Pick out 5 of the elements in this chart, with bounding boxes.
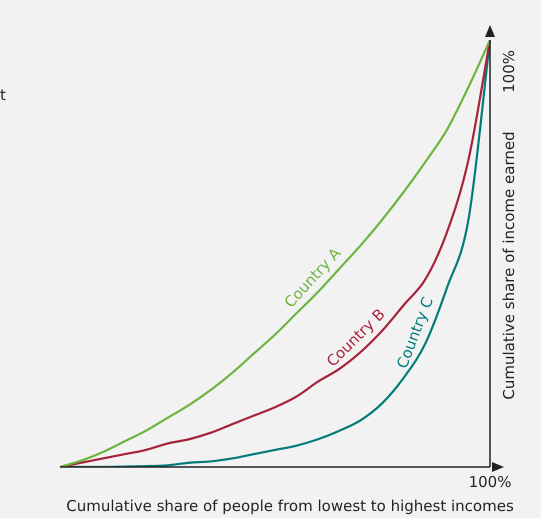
text: t [0, 86, 6, 104]
text: 100% [500, 50, 518, 93]
y-axis-title: Cumulative share of income earned [500, 131, 518, 400]
x-axis-title: Cumulative share of people from lowest to highest incomes [66, 496, 514, 515]
text: 100% [468, 472, 512, 491]
